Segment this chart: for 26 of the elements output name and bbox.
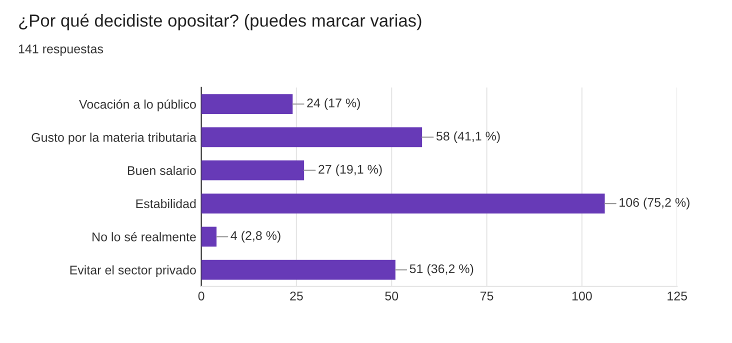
text: 141 respuestas: [18, 44, 104, 56]
x-tick-label: 125: [668, 292, 688, 300]
y-tick-label: Evitar el sector privado: [70, 265, 196, 277]
data-label: 24 (17 %): [307, 98, 360, 110]
bar: [201, 160, 304, 180]
chart-title: ¿Por qué decidiste opositar? (puedes marcar varias): [19, 14, 422, 30]
y-tick-label: Estabilidad: [136, 198, 196, 208]
bar: [201, 260, 396, 280]
data-label: 27 (19,1 %): [318, 164, 382, 176]
y-tick-label: No lo sé realmente: [92, 232, 196, 242]
x-tick-label: 50: [385, 292, 398, 300]
bar: [201, 226, 217, 247]
data-label: 106 (75,2 %): [620, 198, 690, 210]
y-tick-label: Vocación a lo público: [79, 99, 196, 112]
data-label: 4 (2,8 %): [230, 230, 280, 242]
y-tick-label: Gusto por la materia tributaria: [32, 132, 196, 144]
bar: [201, 127, 422, 148]
x-tick-label: 25: [290, 292, 303, 300]
data-label: 51 (36,2 %): [410, 264, 474, 276]
x-tick-label: 75: [480, 292, 494, 300]
x-tick-label: 0: [198, 292, 204, 300]
bar: [201, 94, 293, 114]
y-tick-label: Buen salario: [128, 166, 196, 176]
data-label: 58 (41,1 %): [436, 131, 500, 144]
x-tick-label: 100: [572, 292, 592, 300]
bar: [201, 194, 605, 214]
